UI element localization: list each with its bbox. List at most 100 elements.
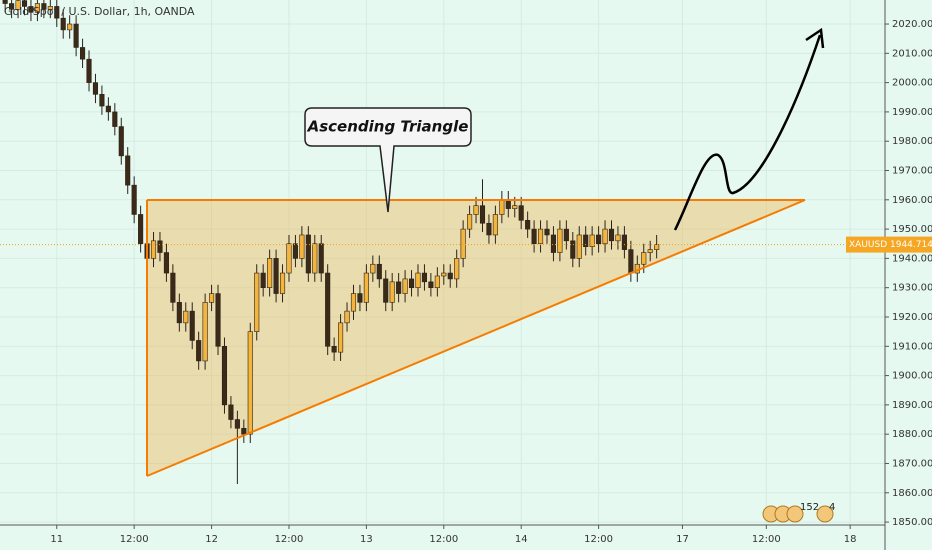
candle-body (54, 6, 60, 19)
candle-body (338, 322, 344, 353)
candle-body (170, 272, 176, 303)
candle-body (647, 249, 653, 253)
y-tick-label: 1870.000 (892, 458, 932, 469)
candle-body (260, 272, 266, 288)
candle-body (67, 23, 73, 31)
candle-body (86, 58, 92, 83)
projection-arrow (673, 27, 825, 231)
candle-body (473, 205, 479, 215)
axes: 1850.000 1860.000 1870.000 1880.000 1890.000… (50, 19, 932, 545)
x-tick-label: 12:00 (275, 534, 304, 545)
candles (0, 0, 885, 484)
y-tick-label: 1880.000 (892, 429, 932, 440)
y-tick-label: 1940.000 (892, 253, 932, 264)
candle-body (112, 111, 118, 127)
candle-body (331, 345, 337, 353)
candle-body (583, 234, 589, 247)
candle-body (273, 258, 279, 294)
y-tick-label: 1890.000 (892, 400, 932, 411)
y-tick-label: 1860.000 (892, 488, 932, 499)
candle-body (105, 105, 111, 113)
candle-body (486, 222, 492, 236)
candle-body (570, 240, 576, 259)
candle-body (589, 234, 595, 247)
badge-icon (816, 505, 834, 523)
candle-body (118, 126, 124, 157)
candle-body (383, 278, 389, 303)
candle-body (125, 155, 131, 186)
x-tick-label: 12:00 (120, 534, 149, 545)
candle-body (92, 82, 99, 95)
candle-body (47, 6, 53, 10)
candle-body (454, 258, 460, 280)
candle-body (557, 228, 563, 253)
candle-body (576, 234, 582, 259)
candle-body (325, 272, 331, 347)
x-tick-label: 12 (205, 534, 218, 545)
candle-body (318, 243, 324, 274)
candle-body (408, 278, 415, 288)
candle-body (305, 234, 311, 274)
y-tick-label: 1960.000 (892, 195, 932, 206)
badge-count: 152 (800, 502, 819, 513)
candle-body (99, 94, 105, 107)
candle-body (512, 205, 518, 209)
candle-body (157, 240, 163, 253)
callout-text: Ascending Triangle (307, 118, 469, 136)
candle-body (234, 419, 240, 429)
x-tick-label: 18 (844, 534, 857, 545)
candle-body (563, 228, 569, 242)
candle-body (267, 258, 273, 288)
last-price-value: 1944.714 (890, 240, 932, 250)
candle-body (215, 293, 221, 347)
candle-body (531, 228, 537, 245)
arrow-path (673, 34, 822, 231)
candle-body (312, 243, 318, 274)
y-tick-label: 2000.000 (892, 78, 932, 89)
y-tick-label: 2020.000 (892, 19, 932, 30)
candle-body (176, 302, 182, 324)
candle-body (2, 0, 8, 4)
candle-body (221, 345, 228, 406)
candle-body (80, 47, 86, 60)
candle-body (376, 263, 382, 280)
candle-body (150, 240, 157, 259)
candle-body (402, 278, 408, 294)
callout: Ascending Triangle (304, 107, 472, 213)
y-tick-label: 2010.000 (892, 48, 932, 59)
last-price-symbol: XAUUSD (849, 240, 887, 250)
candle-body (415, 272, 421, 288)
candle-body (615, 234, 621, 242)
x-tick-label: 14 (515, 534, 528, 545)
candle-body (447, 272, 453, 280)
candle-body (602, 228, 608, 245)
candle-body (183, 310, 189, 324)
candle-body (163, 252, 169, 274)
candle-body (60, 17, 66, 31)
candle-body (15, 0, 21, 10)
candle-body (525, 220, 531, 230)
candle-body (641, 252, 647, 265)
candle-body (254, 272, 260, 332)
candle-body (396, 281, 402, 294)
candle-body (299, 234, 305, 259)
candle-body (654, 244, 660, 250)
candle-body (350, 293, 357, 312)
candle-body (9, 3, 15, 10)
x-tick-label: 12:00 (429, 534, 458, 545)
candle-body (537, 228, 544, 245)
y-tick-label: 1990.000 (892, 107, 932, 118)
candle-body (196, 340, 202, 362)
x-tick-label: 13 (360, 534, 373, 545)
candle-body (389, 281, 395, 303)
candle-body (441, 272, 447, 277)
y-tick-label: 1930.000 (892, 283, 932, 294)
candle-body (41, 3, 47, 10)
y-tick-label: 1970.000 (892, 166, 932, 177)
candle-body (357, 293, 363, 303)
badges: 152 4 (762, 502, 835, 523)
y-tick-label: 1910.000 (892, 341, 932, 352)
candle-body (492, 214, 498, 236)
